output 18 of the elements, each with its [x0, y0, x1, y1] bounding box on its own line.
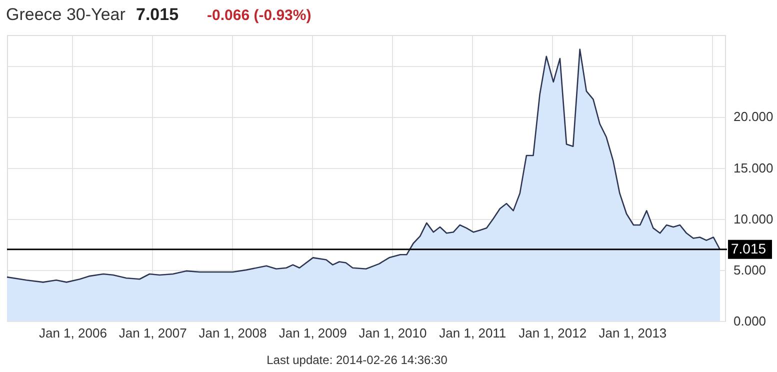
chart-title: Greece 30-Year: [6, 5, 126, 24]
x-tick-label: Jan 1, 2009: [278, 326, 347, 340]
y-tick-label: 5.000: [734, 262, 766, 278]
x-tick-label: Jan 1, 2010: [358, 326, 427, 340]
y-tick-label: 10.000: [734, 211, 774, 226]
x-tick-label: Jan 1, 2013: [598, 326, 667, 340]
x-tick-label: Jan 1, 2011: [439, 326, 506, 340]
ref-line-label: 7.015: [731, 240, 766, 256]
y-tick-label: 15.000: [734, 160, 774, 176]
x-tick-label: Jan 1, 2008: [198, 326, 267, 340]
x-tick-label: Jan 1, 2012: [518, 326, 587, 340]
x-tick-label: Jan 1, 2006: [38, 326, 107, 340]
text: Last update: 2014-02-26 14:36:30: [266, 353, 448, 367]
y-tick-label: 20.000: [734, 109, 774, 124]
x-tick-label: Jan 1, 2007: [118, 326, 187, 340]
text: 7.015: [136, 5, 179, 24]
y-tick-label: 0.000: [734, 314, 766, 328]
text: -0.066 (-0.93%): [207, 7, 312, 24]
